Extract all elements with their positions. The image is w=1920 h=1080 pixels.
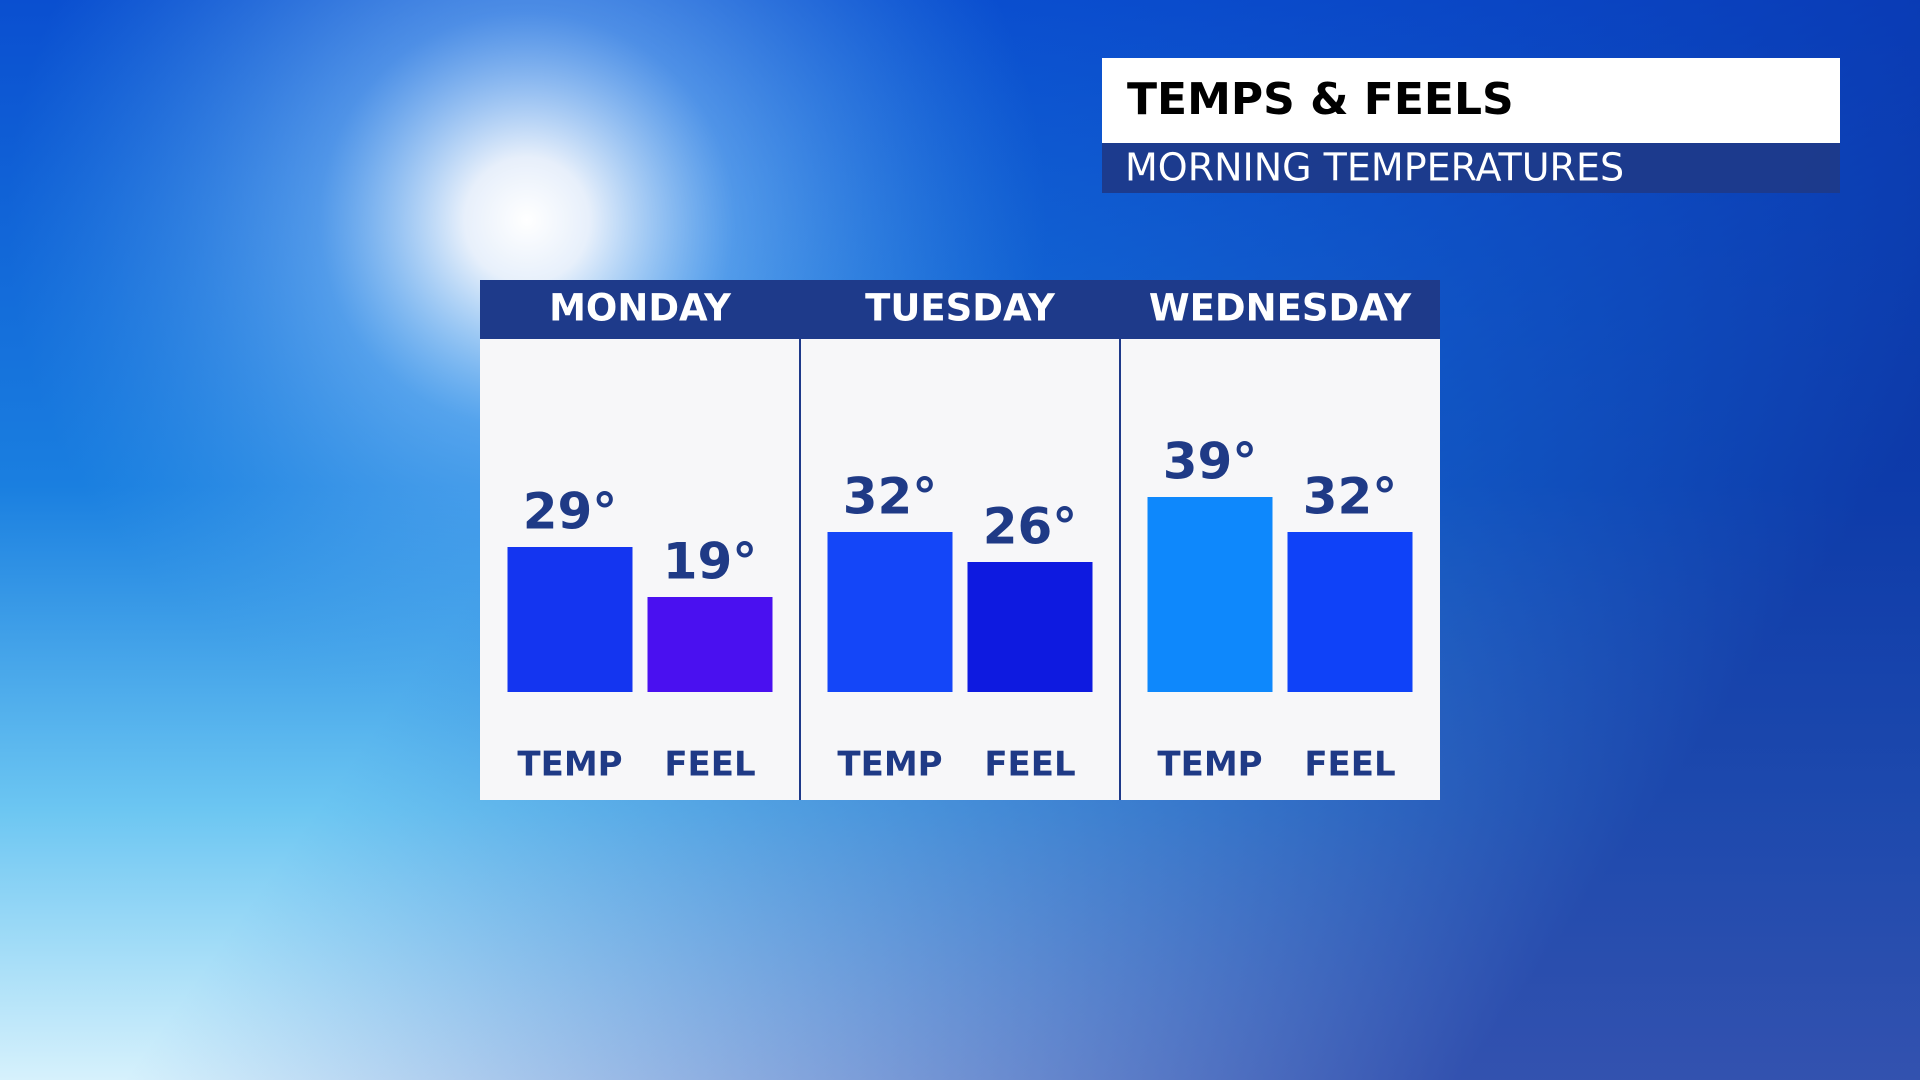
bar xyxy=(1287,532,1413,692)
panel xyxy=(480,339,1440,800)
subtitle-box xyxy=(1102,143,1840,193)
panel-header xyxy=(480,280,1440,339)
bar xyxy=(1147,497,1273,692)
value-label: 32° xyxy=(843,468,938,526)
bar xyxy=(647,597,773,692)
day-label: MONDAY xyxy=(549,287,732,330)
series-label: FEEL xyxy=(984,745,1075,785)
bar xyxy=(827,532,953,692)
value-label: 32° xyxy=(1303,468,1398,526)
value-label: 19° xyxy=(663,533,758,591)
chart-subtitle: MORNING TEMPERATURES xyxy=(1125,146,1624,190)
day-label: TUESDAY xyxy=(865,287,1056,330)
series-label: FEEL xyxy=(664,745,755,785)
chart-title: TEMPS & FEELS xyxy=(1127,74,1514,125)
series-label: FEEL xyxy=(1304,745,1395,785)
series-label: TEMP xyxy=(837,745,942,785)
title-box xyxy=(1102,58,1840,143)
value-label: 26° xyxy=(983,498,1078,556)
value-label: 29° xyxy=(523,483,618,541)
series-label: TEMP xyxy=(517,745,622,785)
series-label: TEMP xyxy=(1157,745,1262,785)
day-label: WEDNESDAY xyxy=(1149,287,1412,330)
value-label: 39° xyxy=(1163,433,1258,491)
bar xyxy=(967,562,1093,692)
bar xyxy=(507,547,633,692)
